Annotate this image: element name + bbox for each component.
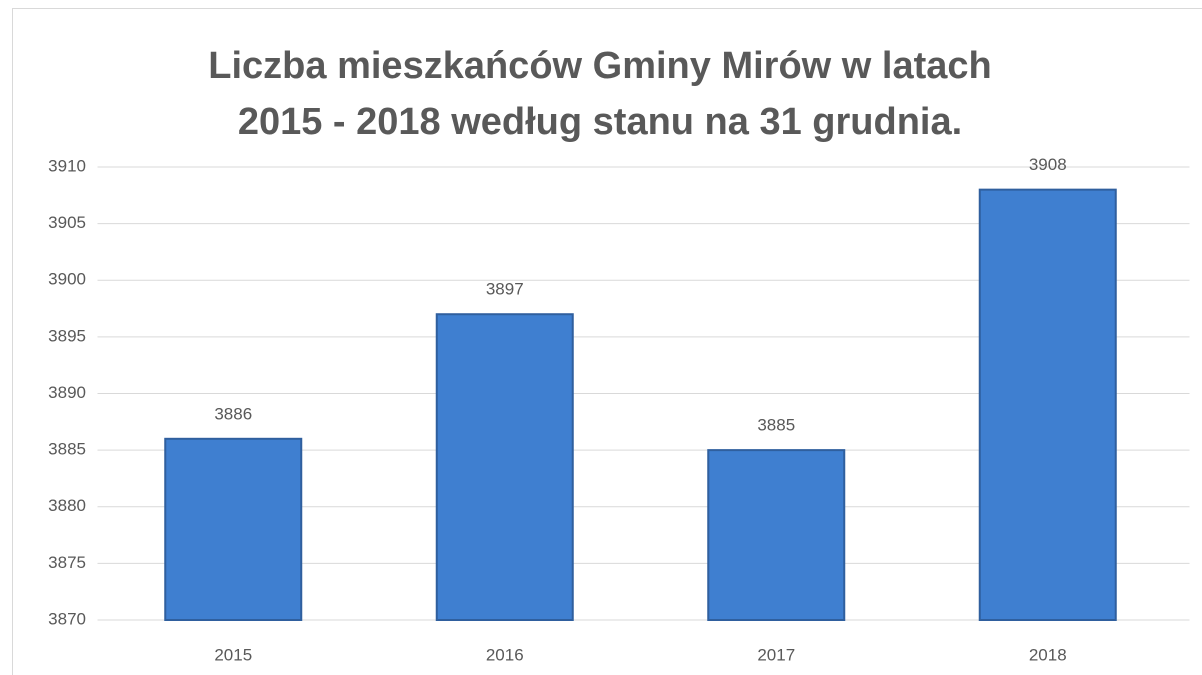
bar <box>164 437 303 621</box>
data-label: 3908 <box>1029 155 1067 174</box>
x-tick-label: 2018 <box>1029 645 1067 664</box>
data-label: 3885 <box>757 416 795 435</box>
y-tick-label: 3905 <box>48 213 86 232</box>
data-label: 3886 <box>214 404 252 423</box>
y-tick-label: 3890 <box>48 383 86 402</box>
chart-border <box>12 8 1202 675</box>
x-tick-label: 2016 <box>486 645 524 664</box>
data-label: 3897 <box>486 280 524 299</box>
y-tick-label: 3870 <box>48 609 86 628</box>
y-tick-label: 3885 <box>48 440 86 459</box>
y-tick-label: 3900 <box>48 270 86 289</box>
chart-title: Liczba mieszkańców Gminy Mirów w latach … <box>208 45 992 143</box>
bar <box>707 449 846 621</box>
y-tick-label: 3910 <box>48 156 86 175</box>
bar <box>435 313 574 621</box>
y-tick-label: 3875 <box>48 553 86 572</box>
bar <box>978 188 1117 621</box>
y-tick-label: 3880 <box>48 496 86 515</box>
y-tick-label: 3895 <box>48 326 86 345</box>
x-tick-label: 2017 <box>757 645 795 664</box>
x-tick-label: 2015 <box>214 645 252 664</box>
